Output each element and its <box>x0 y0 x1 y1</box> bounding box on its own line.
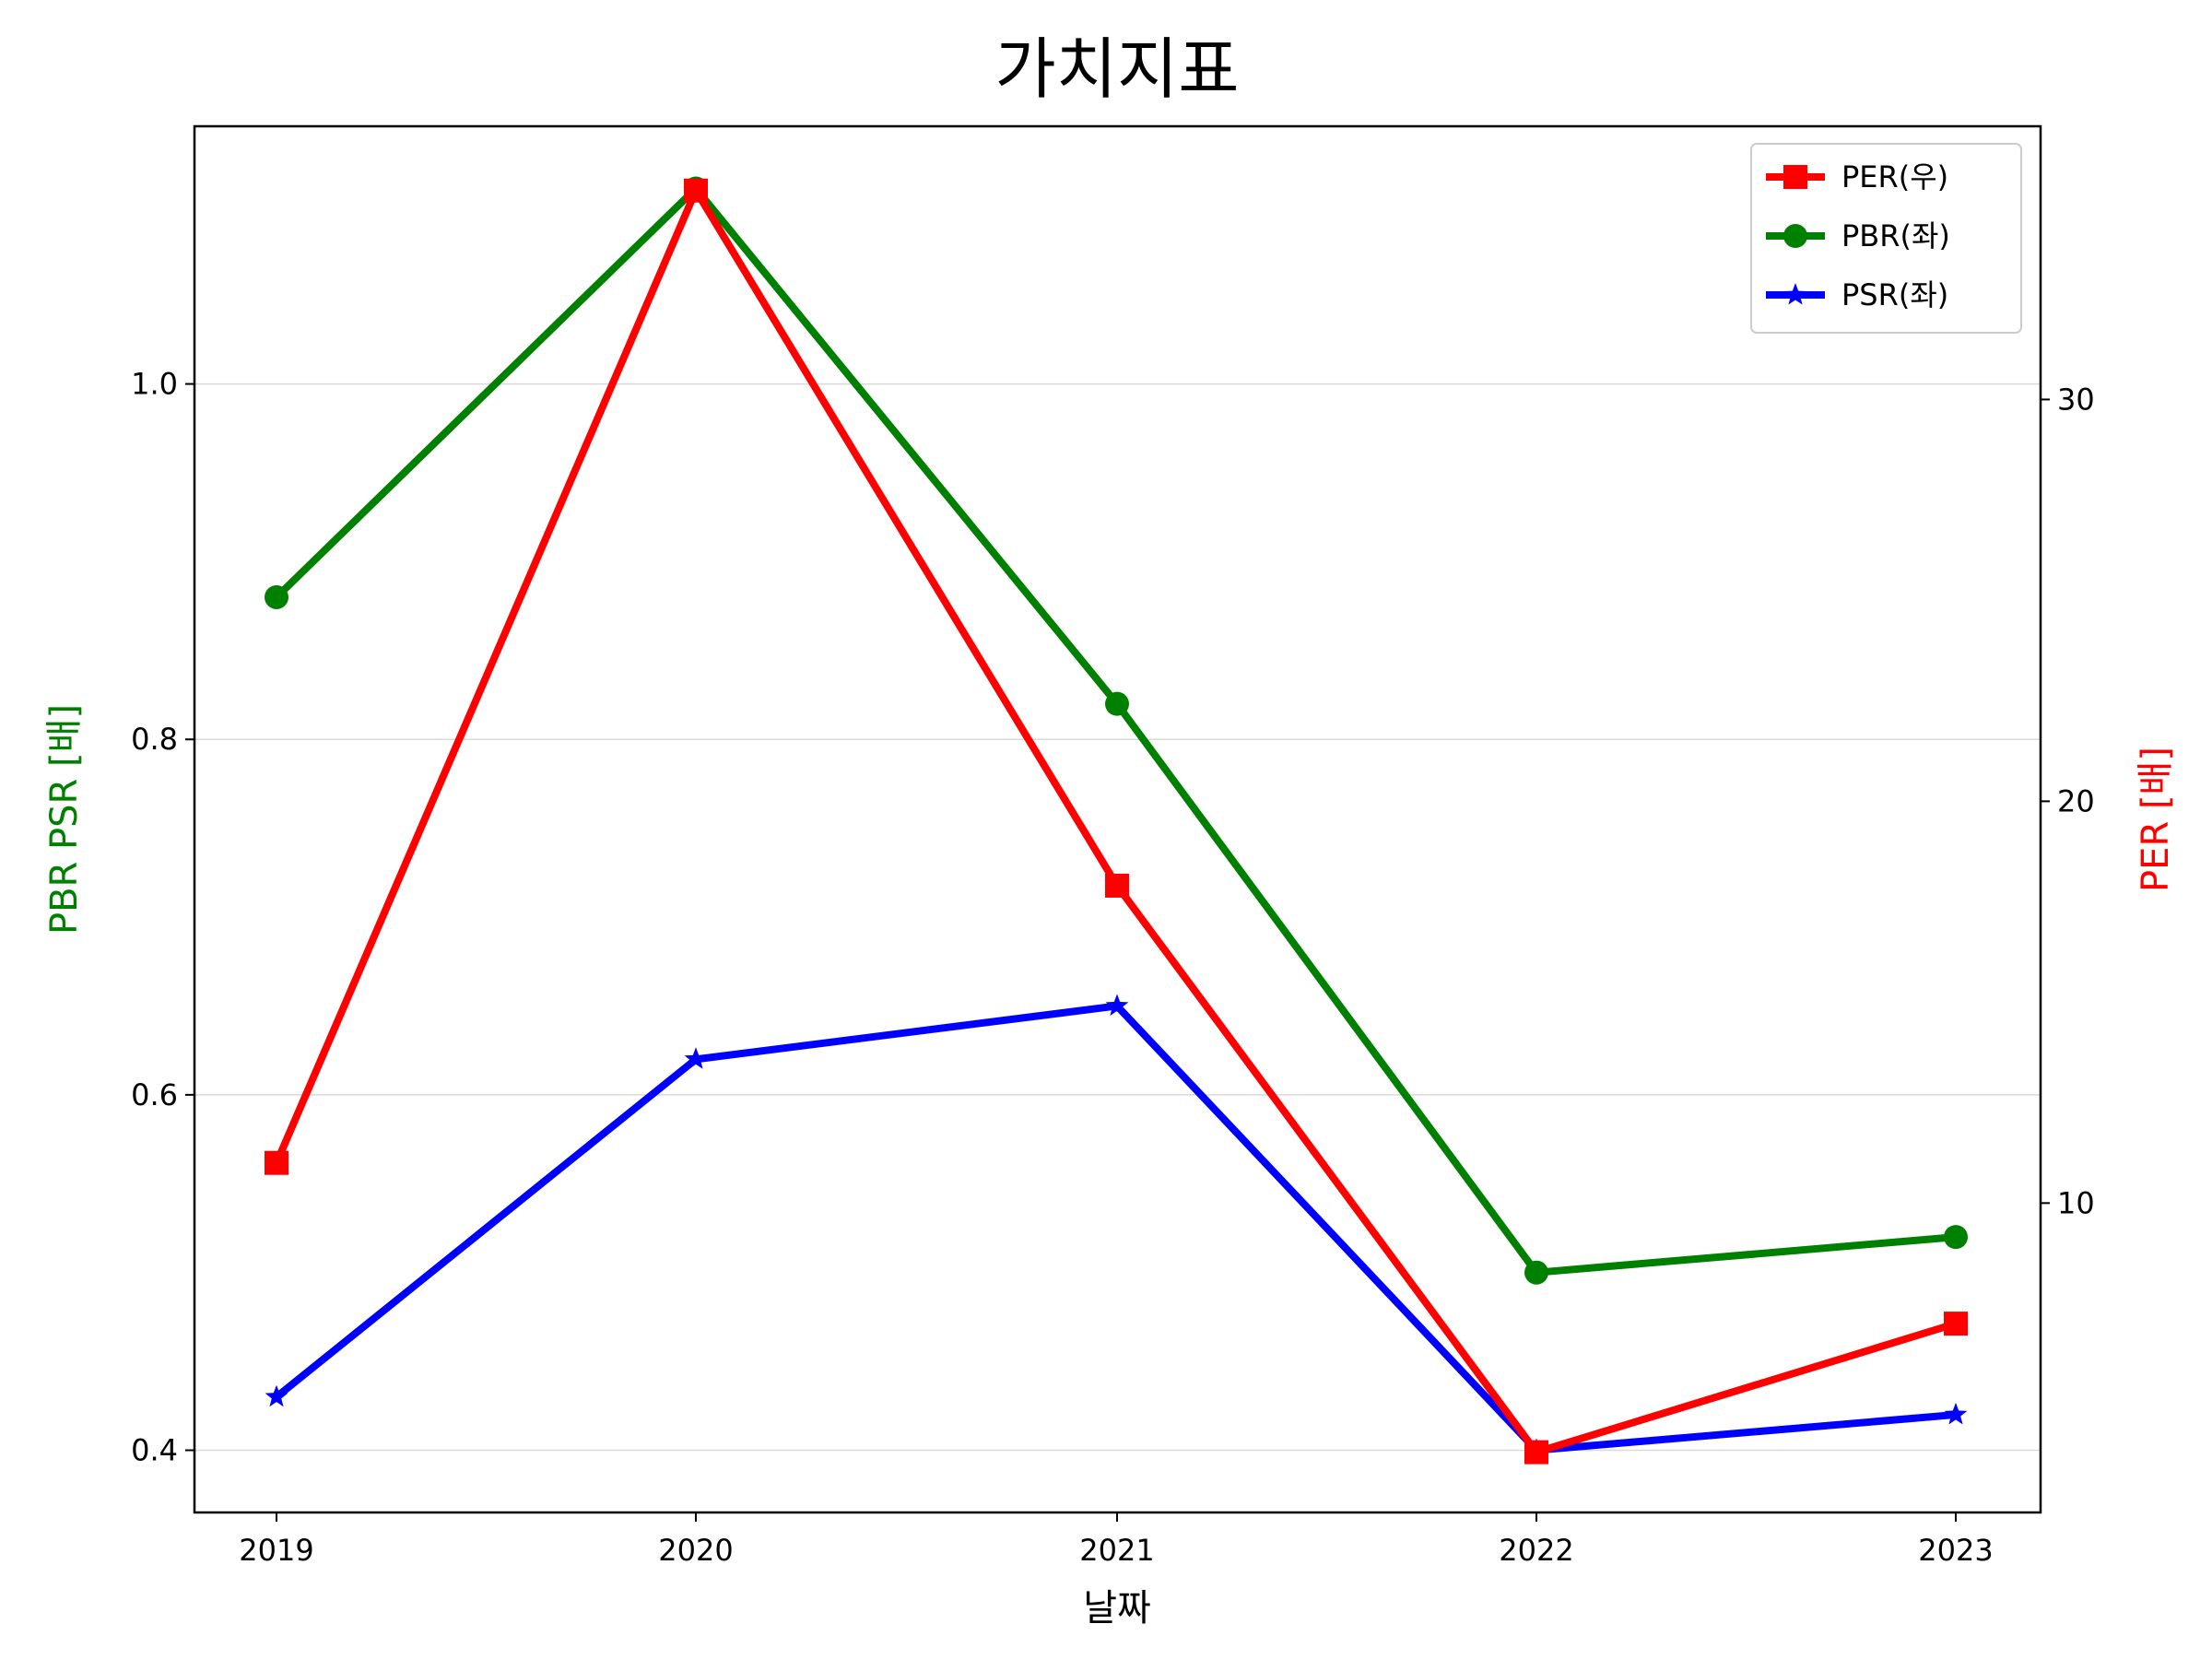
series-line <box>273 1002 1959 1454</box>
series-square <box>265 178 1968 1465</box>
data-point <box>265 1150 288 1175</box>
legend-marker <box>1783 283 1807 305</box>
data-point <box>265 584 288 609</box>
data-point <box>265 1384 288 1407</box>
data-point <box>1105 873 1129 898</box>
y-left-tick-label: 1.0 <box>131 367 178 402</box>
y-right-tick-label: 10 <box>2057 1185 2095 1220</box>
legend-item: PSR(좌) <box>1766 277 1948 312</box>
data-point <box>1524 1260 1548 1285</box>
data-point <box>684 178 708 203</box>
series-layer <box>265 176 1968 1465</box>
x-tick-label: 2023 <box>1918 1533 1993 1568</box>
y-left-tick-label: 0.4 <box>131 1433 178 1468</box>
series-star <box>265 994 1968 1460</box>
legend-item: PER(우) <box>1766 159 1948 194</box>
x-tick-label: 2021 <box>1079 1533 1154 1568</box>
y-left-tick-label: 0.8 <box>131 722 178 757</box>
y-right-tick-label: 30 <box>2057 382 2095 417</box>
legend: PER(우) PBR(좌) PSR(좌) <box>1750 143 2022 334</box>
data-point <box>1944 1225 1968 1250</box>
legend-marker <box>1783 165 1807 189</box>
data-point <box>1105 691 1129 716</box>
x-tick-label: 2019 <box>239 1533 313 1568</box>
legend-marker <box>1783 224 1807 248</box>
legend-box <box>1750 143 2022 334</box>
chart-title: 가치지표 <box>995 30 1240 108</box>
legend-item: PBR(좌) <box>1766 218 1950 253</box>
y-left-tick-label: 0.6 <box>131 1077 178 1112</box>
y-right-tick-label: 20 <box>2057 783 2095 818</box>
plot-frame <box>193 124 2042 1514</box>
x-tick-label: 2020 <box>658 1533 733 1568</box>
legend-label: PER(우) <box>1841 159 1948 194</box>
x-axis-title: 날짜 <box>1083 1587 1151 1630</box>
data-point <box>684 1047 708 1069</box>
legend-items: PER(우) PBR(좌) PSR(좌) <box>1766 159 1950 312</box>
data-point <box>1944 1402 1968 1425</box>
data-point <box>1105 994 1129 1016</box>
series-line <box>273 184 1959 1277</box>
data-point <box>1944 1312 1968 1336</box>
data-point <box>1524 1440 1548 1465</box>
series-circle <box>265 176 1968 1285</box>
legend-label: PBR(좌) <box>1841 218 1950 253</box>
legend-label: PSR(좌) <box>1841 277 1948 312</box>
x-tick-label: 2022 <box>1499 1533 1573 1568</box>
series-line <box>273 186 1959 1456</box>
y-axis-left-title: PBR PSR [배] <box>43 704 86 935</box>
y-axis-right-title: PER [배] <box>2135 747 2177 892</box>
grid-layer <box>194 382 2041 1452</box>
axes-layer: 0.4 0.6 0.8 1.0 10 20 30 2019 2020 2021 2022 2023 <box>131 367 2095 1568</box>
